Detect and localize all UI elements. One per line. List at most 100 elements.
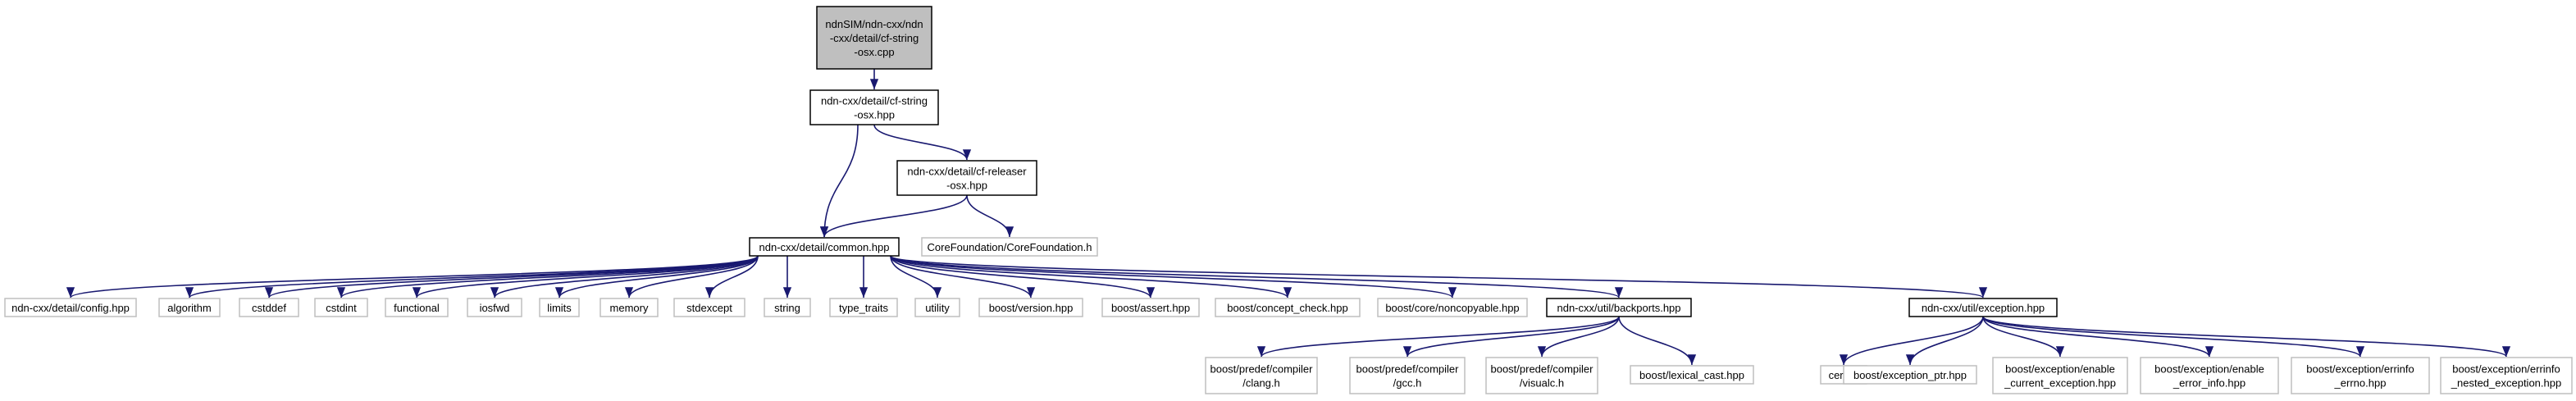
node-box <box>1908 298 2058 317</box>
edge <box>1618 316 1697 366</box>
node-label: ndn-cxx/detail/cf-string <box>821 95 928 107</box>
node-label: boost/exception/enable <box>2005 363 2115 376</box>
node-box <box>314 298 368 317</box>
node-label: algorithm <box>167 302 211 314</box>
node-label: ndnSIM/ndn-cxx/ndn <box>825 18 923 30</box>
node: type_traits <box>829 298 898 317</box>
node-box <box>1215 298 1361 317</box>
node-label: limits <box>547 302 572 314</box>
edge <box>890 255 1987 298</box>
node-box <box>978 298 1083 317</box>
node-label: cstdint <box>326 302 357 314</box>
edge <box>1257 316 1620 358</box>
node-box <box>1843 365 1977 385</box>
node-box <box>829 298 898 317</box>
node-label: boost/concept_check.hpp <box>1227 302 1347 314</box>
node: ndn-cxx/detail/cf-releaser -osx.hpp <box>896 160 1037 196</box>
node: boost/core/noncopyable.hpp <box>1377 298 1528 317</box>
node: iosfwd <box>467 298 522 317</box>
node: boost/predef/compiler/visualc.h <box>1485 357 1598 394</box>
edge <box>819 124 859 238</box>
node: boost/exception/errinfo_nested_exception… <box>2440 357 2573 394</box>
node: boost/exception/errinfo_errno.hpp <box>2291 357 2430 394</box>
edge <box>890 255 1623 298</box>
node-label: ndn-cxx/util/backports.hpp <box>1557 302 1680 314</box>
edge <box>185 255 759 298</box>
edge <box>890 255 942 298</box>
node-box <box>914 298 960 317</box>
node-box <box>809 89 939 125</box>
node-box <box>385 298 449 317</box>
node: stdexcept <box>673 298 745 317</box>
node-label: boost/exception_ptr.hpp <box>1853 369 1967 381</box>
node-box <box>2440 357 2573 394</box>
edge <box>890 255 1292 298</box>
edge <box>337 255 759 298</box>
edge <box>890 255 1155 298</box>
node: ndn-cxx/detail/common.hpp <box>749 237 900 257</box>
node-label: CoreFoundation/CoreFoundation.h <box>928 241 1092 253</box>
edge <box>890 255 1457 298</box>
node-label: boost/exception/errinfo <box>2452 363 2560 376</box>
node-label: functional <box>394 302 440 314</box>
node: boost/exception_ptr.hpp <box>1843 365 1977 385</box>
node-label: -osx.hpp <box>854 109 895 121</box>
edge <box>1982 316 2364 358</box>
node: utility <box>914 298 960 317</box>
edge <box>890 255 1036 298</box>
edge <box>1982 316 2510 358</box>
node: boost/lexical_cast.hpp <box>1630 365 1754 385</box>
node: memory <box>600 298 659 317</box>
node-box <box>4 298 137 317</box>
node: boost/predef/compiler/gcc.h <box>1349 357 1466 394</box>
edge <box>819 194 968 238</box>
edge <box>1982 316 2214 358</box>
node-box <box>1101 298 1200 317</box>
node-label: ndn-cxx/detail/config.hpp <box>11 302 130 314</box>
node-box <box>239 298 299 317</box>
node: cstddef <box>239 298 299 317</box>
node: functional <box>385 298 449 317</box>
node-label: boost/predef/compiler <box>1356 363 1459 376</box>
node-label: boost/exception/enable <box>2154 363 2264 376</box>
node-label: _nested_exception.hpp <box>2451 377 2561 390</box>
edge <box>555 255 759 298</box>
node: boost/exception/enable_error_info.hpp <box>2140 357 2279 394</box>
edge <box>966 194 1014 238</box>
node-box <box>539 298 580 317</box>
node: ndn-cxx/detail/config.hpp <box>4 298 137 317</box>
node: ndn-cxx/util/exception.hpp <box>1908 298 2058 317</box>
node-label: ndn-cxx/util/exception.hpp <box>1922 302 2045 314</box>
node-label: type_traits <box>839 302 888 314</box>
node-label: _error_info.hpp <box>2173 377 2245 390</box>
node-label: /gcc.h <box>1393 377 1422 390</box>
node-label: string <box>774 302 800 314</box>
node-box <box>1546 298 1692 317</box>
edge <box>265 255 759 298</box>
node-box <box>158 298 221 317</box>
node-label: boost/exception/errinfo <box>2306 363 2414 376</box>
node-label: _errno.hpp <box>2334 377 2387 390</box>
edge <box>704 255 759 298</box>
node-box <box>896 160 1037 196</box>
edge <box>66 255 759 298</box>
node-box <box>600 298 659 317</box>
node-box <box>1377 298 1528 317</box>
node: cstdint <box>314 298 368 317</box>
edge <box>1403 316 1620 358</box>
node: ndnSIM/ndn-cxx/ndn -cxx/detail/cf-string -… <box>816 6 932 70</box>
node-label: _current_exception.hpp <box>2004 377 2116 390</box>
node-label: stdexcept <box>686 302 732 314</box>
node-label: boost/predef/compiler <box>1490 363 1593 376</box>
node-box <box>1349 357 1466 394</box>
node-box <box>673 298 745 317</box>
node-box <box>467 298 522 317</box>
node: boost/concept_check.hpp <box>1215 298 1361 317</box>
node-box <box>2291 357 2430 394</box>
node-box <box>2140 357 2279 394</box>
node-label: -cxx/detail/cf-string <box>830 32 919 44</box>
node: CoreFoundation/CoreFoundation.h <box>921 237 1098 257</box>
edge <box>1982 316 2065 358</box>
